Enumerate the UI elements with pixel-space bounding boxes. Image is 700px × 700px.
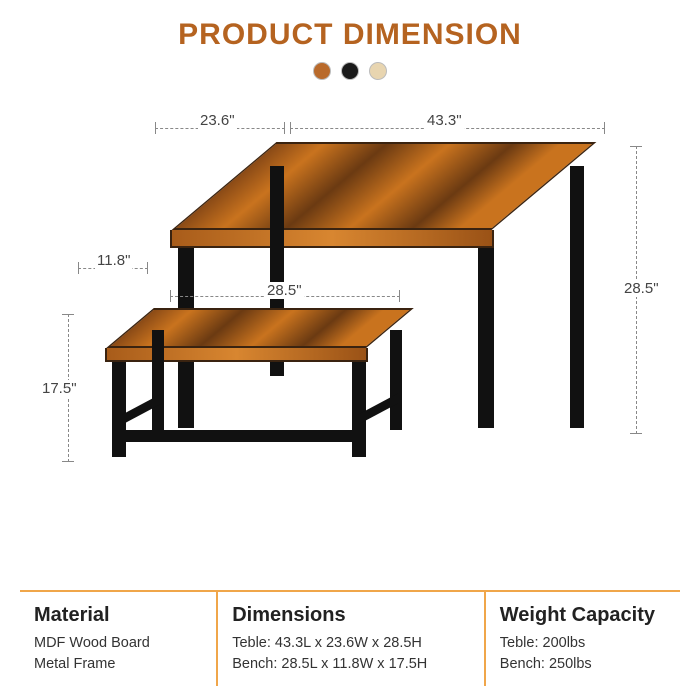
- dim-tick: [399, 290, 400, 302]
- spec-header: Weight Capacity: [500, 604, 670, 627]
- swatch-rustic-brown: [313, 62, 331, 80]
- dim-label-bench-height: 17.5": [40, 380, 79, 397]
- spec-body: Teble: 200lbs Bench: 250lbs: [500, 633, 670, 677]
- spec-header: Dimensions: [232, 604, 474, 627]
- spec-col-weight: Weight Capacity Teble: 200lbs Bench: 250…: [484, 592, 680, 687]
- dim-tick: [290, 122, 291, 134]
- color-swatches: [0, 62, 700, 80]
- bench-leg: [112, 362, 126, 457]
- swatch-light-oak: [369, 62, 387, 80]
- table-front-edge: [170, 230, 494, 248]
- spec-line: Teble: 200lbs: [500, 633, 670, 655]
- spec-col-dimensions: Dimensions Teble: 43.3L x 23.6W x 28.5H …: [216, 592, 484, 687]
- dim-tick: [62, 314, 74, 315]
- spec-body: MDF Wood Board Metal Frame: [34, 633, 206, 677]
- page-title: PRODUCT DIMENSION: [0, 18, 700, 52]
- dim-tick: [604, 122, 605, 134]
- spec-line: Teble: 43.3L x 23.6W x 28.5H: [232, 633, 474, 655]
- dim-tick: [630, 146, 642, 147]
- spec-line: MDF Wood Board: [34, 633, 206, 655]
- dim-label-table-height: 28.5": [622, 280, 661, 297]
- specs-table: Material MDF Wood Board Metal Frame Dime…: [20, 590, 680, 687]
- spec-line: Bench: 250lbs: [500, 654, 670, 676]
- dim-tick: [630, 433, 642, 434]
- bench-leg: [352, 362, 366, 457]
- table-top: [172, 142, 597, 230]
- dim-tick: [284, 122, 285, 134]
- spec-header: Material: [34, 604, 206, 627]
- spec-col-material: Material MDF Wood Board Metal Frame: [20, 592, 216, 687]
- spec-body: Teble: 43.3L x 23.6W x 28.5H Bench: 28.5…: [232, 633, 474, 677]
- dimension-diagram: 23.6" 43.3" 28.5" 11.8" 28.5": [40, 100, 670, 580]
- bench-stretcher: [122, 430, 358, 442]
- spec-line: Metal Frame: [34, 654, 206, 676]
- dim-label-table-length: 43.3": [425, 112, 464, 129]
- dim-label-table-width: 23.6": [198, 112, 237, 129]
- swatch-black: [341, 62, 359, 80]
- bench-leg-back: [390, 330, 402, 430]
- dim-label-bench-width: 11.8": [95, 252, 132, 269]
- dim-tick: [155, 122, 156, 134]
- dim-tick: [170, 290, 171, 302]
- table-leg-back: [570, 166, 584, 428]
- dim-tick: [78, 262, 79, 274]
- dim-tick: [147, 262, 148, 274]
- bench-front-edge: [105, 348, 368, 362]
- spec-line: Bench: 28.5L x 11.8W x 17.5H: [232, 654, 474, 676]
- dim-label-bench-length: 28.5": [265, 282, 304, 299]
- header: PRODUCT DIMENSION: [0, 0, 700, 80]
- table-leg: [478, 248, 494, 428]
- bench-leg-back: [152, 330, 164, 430]
- dim-tick: [62, 461, 74, 462]
